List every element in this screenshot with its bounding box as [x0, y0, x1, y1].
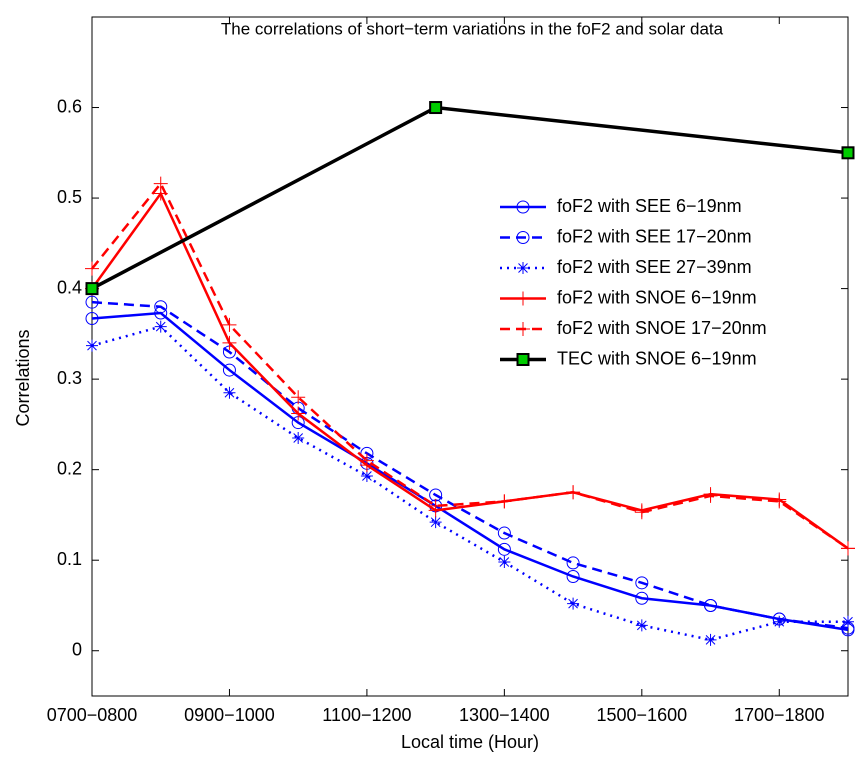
marker — [85, 295, 99, 309]
marker — [498, 556, 511, 569]
marker — [428, 498, 443, 513]
y-tick-label: 0 — [72, 639, 82, 659]
marker — [703, 488, 718, 503]
y-tick-label: 0.3 — [57, 368, 82, 388]
legend-marker — [516, 291, 530, 306]
legend-label: TEC with SNOE 6−19nm — [557, 348, 757, 368]
marker — [360, 470, 373, 483]
legend-marker — [516, 231, 530, 244]
marker — [704, 598, 718, 612]
x-tick-label: 1100−1200 — [322, 705, 411, 725]
marker — [635, 619, 648, 632]
marker — [85, 261, 99, 276]
x-tick-label: 0700−0800 — [47, 705, 138, 725]
marker — [497, 494, 512, 509]
y-tick-label: 0.5 — [57, 187, 82, 207]
marker — [772, 494, 787, 509]
legend-marker — [516, 200, 530, 214]
y-tick-label: 0.2 — [57, 458, 82, 478]
marker — [154, 320, 167, 333]
marker — [429, 516, 442, 529]
legend-label: foF2 with SEE 6−19nm — [557, 196, 742, 216]
legend-marker — [517, 262, 529, 274]
x-tick-label: 1700−1800 — [734, 705, 825, 725]
marker — [841, 541, 855, 556]
legend-marker — [516, 353, 530, 366]
plot-area — [91, 16, 849, 697]
y-axis-label: Correlations — [13, 329, 33, 426]
marker — [842, 615, 854, 628]
marker — [635, 591, 649, 605]
marker — [773, 615, 786, 628]
marker — [223, 386, 236, 399]
marker — [566, 569, 580, 583]
marker — [567, 597, 580, 610]
marker — [153, 176, 168, 191]
x-tick-label: 1300−1400 — [459, 705, 550, 725]
marker — [841, 146, 855, 160]
marker — [497, 526, 511, 540]
marker — [154, 300, 168, 314]
legend-marker — [516, 322, 530, 336]
marker — [634, 505, 649, 520]
marker — [704, 633, 717, 646]
legend-label: foF2 with SNOE 6−19nm — [557, 287, 757, 307]
x-tick-label: 0900−1000 — [184, 705, 275, 725]
chart-title: The correlations of short−term variation… — [221, 19, 724, 38]
marker — [359, 453, 374, 468]
marker — [635, 576, 649, 590]
marker — [86, 339, 98, 352]
series-line — [91, 300, 849, 630]
marker — [222, 363, 236, 377]
legend-label: foF2 with SNOE 17−20nm — [557, 318, 767, 338]
x-tick-label: 1500−1600 — [597, 705, 688, 725]
series-line — [90, 191, 849, 550]
marker — [497, 542, 511, 556]
marker — [291, 406, 306, 421]
marker — [222, 317, 237, 332]
marker — [292, 431, 305, 444]
y-tick-label: 0.1 — [57, 549, 82, 569]
x-axis-label: Local time (Hour) — [401, 732, 539, 752]
series-line — [91, 181, 849, 550]
marker — [291, 390, 306, 405]
marker — [566, 556, 580, 570]
legend-label: foF2 with SEE 27−39nm — [557, 257, 752, 277]
legend-label: foF2 with SEE 17−20nm — [557, 226, 752, 246]
marker — [85, 311, 99, 325]
y-tick-label: 0.6 — [57, 96, 82, 116]
marker — [429, 101, 443, 115]
marker — [85, 282, 99, 296]
y-tick-label: 0.4 — [57, 277, 82, 297]
marker — [566, 485, 581, 500]
marker — [222, 335, 237, 350]
